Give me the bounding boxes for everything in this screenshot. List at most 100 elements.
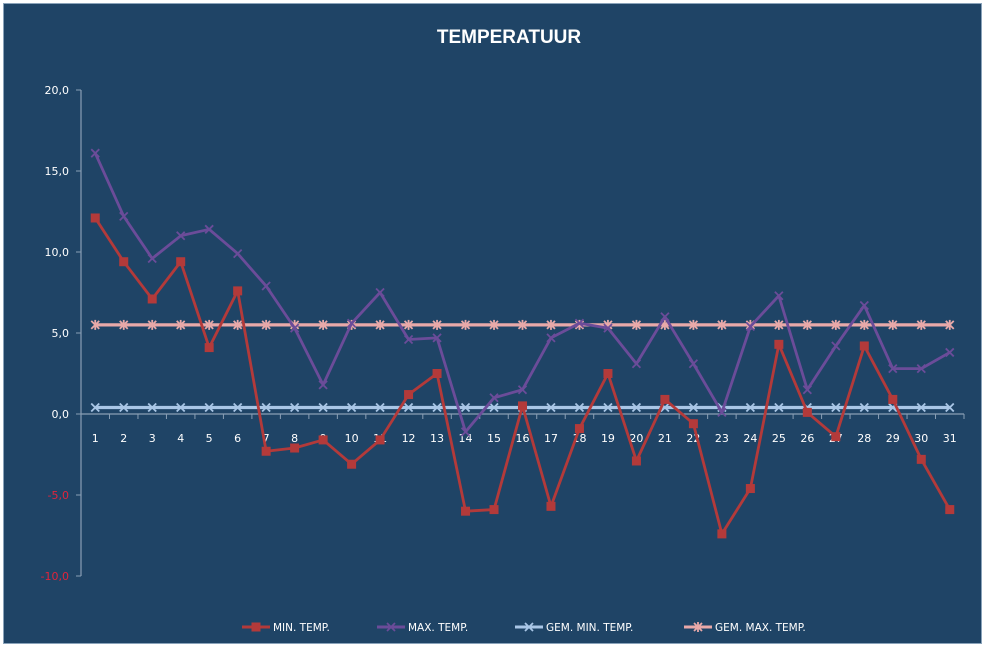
data-point (460, 427, 471, 437)
x-tick-label: 30 (914, 432, 928, 445)
legend-item-min-temp: MIN. TEMP. (242, 622, 330, 634)
data-point (204, 343, 214, 353)
x-tick-label: 5 (206, 432, 213, 445)
data-point (774, 291, 784, 301)
data-point (432, 402, 442, 413)
legend-label: GEM. MAX. TEMP. (715, 622, 806, 634)
x-tick-label: 15 (487, 432, 501, 445)
legend-item-gem-max-temp: GEM. MAX. TEMP. (684, 622, 806, 634)
data-point (318, 319, 328, 330)
data-point (489, 402, 499, 413)
data-point (660, 312, 670, 322)
data-point (916, 454, 926, 464)
data-point (375, 435, 385, 445)
data-point (147, 319, 157, 330)
data-point (375, 402, 385, 413)
x-tick-label: 28 (857, 432, 871, 445)
data-point (945, 505, 955, 515)
x-tick-label: 3 (149, 432, 156, 445)
line-chart: TEMPERATUUR 20,0 15,0 10,0 5,0 0,0 -5,0 -10,0 1… (41, 27, 965, 634)
data-point (518, 401, 527, 411)
data-point (774, 339, 784, 349)
x-tick-label: 20 (629, 432, 643, 445)
data-point (119, 319, 129, 330)
data-point (831, 402, 841, 413)
data-point (176, 257, 186, 267)
legend: MIN. TEMP. MAX. TEMP. GEM. MIN. TEMP. GEM. … (242, 622, 806, 634)
data-point (916, 319, 926, 330)
x-tick-label: 29 (886, 432, 900, 445)
data-point (318, 402, 328, 413)
y-tick-label: 5,0 (52, 327, 70, 340)
x-tick-label: 26 (800, 432, 814, 445)
data-point (888, 394, 898, 404)
x-tick-label: 7 (263, 432, 270, 445)
data-point (859, 319, 869, 330)
data-point (916, 402, 926, 413)
data-point (831, 319, 841, 330)
data-point (403, 402, 414, 413)
y-tick-label: 15,0 (45, 165, 70, 178)
data-point (289, 402, 300, 413)
data-point (717, 319, 727, 330)
x-tick-label: 23 (715, 432, 729, 445)
data-point (346, 402, 357, 413)
data-point (489, 505, 499, 515)
data-point (461, 506, 471, 516)
x-tick-label: 17 (544, 432, 558, 445)
data-point (119, 211, 129, 221)
data-point (745, 321, 756, 332)
data-point (204, 402, 214, 413)
data-point (888, 319, 898, 330)
data-point (403, 334, 414, 345)
data-point (261, 319, 271, 330)
x-tick-label: 1 (92, 432, 99, 445)
data-point (945, 347, 955, 358)
x-tick-label: 25 (772, 432, 786, 445)
data-point (119, 257, 129, 267)
data-point (176, 402, 186, 413)
x-tick-label: 2 (120, 432, 127, 445)
chart-area: TEMPERATUUR 20,0 15,0 10,0 5,0 0,0 -5,0 -10,0 1… (3, 3, 982, 644)
data-point (147, 402, 157, 413)
data-point (261, 446, 271, 456)
x-tick-label: 12 (402, 432, 416, 445)
y-tick-label: -10,0 (41, 570, 69, 583)
legend-marker (693, 622, 703, 632)
data-point (574, 318, 585, 328)
legend-item-max-temp: MAX. TEMP. (377, 622, 468, 634)
data-point (517, 385, 528, 395)
data-point (859, 341, 869, 351)
legend-item-gem-min-temp: GEM. MIN. TEMP. (515, 622, 633, 634)
data-point (717, 529, 727, 539)
data-point (574, 402, 585, 413)
data-point (261, 281, 271, 291)
legend-marker (251, 622, 261, 632)
data-point (546, 333, 556, 343)
data-point (631, 402, 642, 413)
data-point (603, 402, 613, 413)
data-point (660, 394, 670, 404)
data-point (318, 435, 328, 445)
data-point (688, 359, 699, 369)
x-tick-label: 6 (234, 432, 241, 445)
x-tick-label: 4 (177, 432, 184, 445)
data-point (375, 319, 385, 330)
data-point (289, 323, 300, 333)
x-tick-label: 24 (743, 432, 757, 445)
x-tick-label: 13 (430, 432, 444, 445)
data-point (204, 224, 214, 234)
data-point (916, 364, 926, 374)
data-point (831, 341, 841, 351)
series-min-temp (90, 213, 955, 539)
y-tick-label: -5,0 (48, 489, 69, 502)
data-point (888, 364, 898, 374)
legend-label: GEM. MIN. TEMP. (546, 622, 633, 634)
data-point (347, 459, 357, 469)
data-point (745, 402, 756, 413)
x-tick-label: 14 (459, 432, 473, 445)
legend-label: MAX. TEMP. (408, 622, 468, 634)
data-point (574, 319, 585, 330)
data-point (859, 402, 869, 413)
series-line-min-temp (94, 217, 951, 536)
